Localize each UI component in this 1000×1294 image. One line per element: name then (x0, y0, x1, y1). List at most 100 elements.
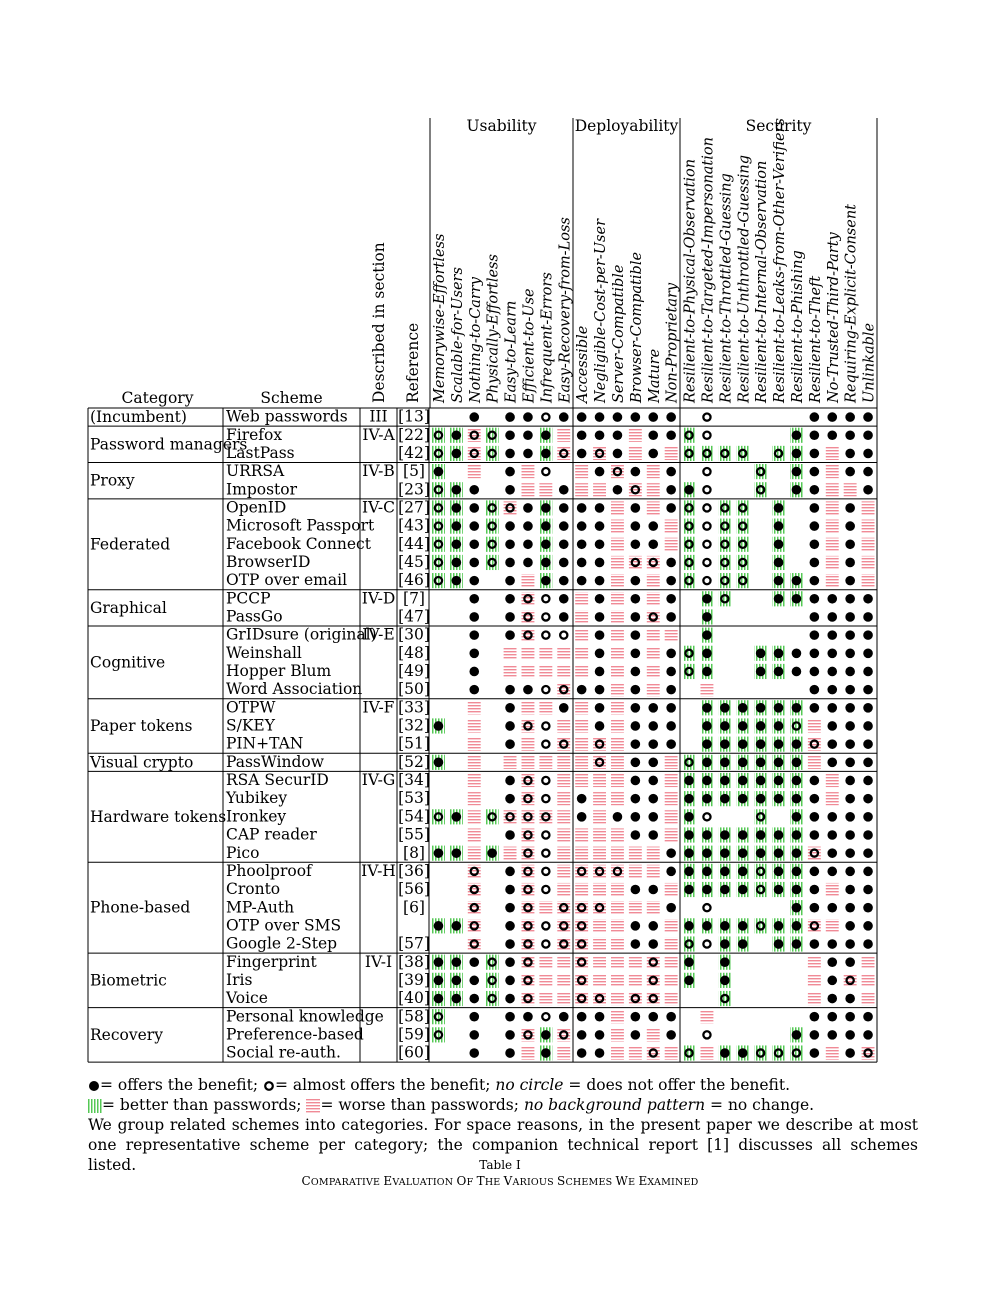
legend-note: We group related schemes into categories… (88, 1116, 918, 1174)
citation-ref: [30] (398, 626, 430, 644)
filled-circle-mark (666, 1030, 676, 1040)
filled-circle-mark (755, 703, 766, 713)
filled-circle-mark (451, 975, 462, 986)
scheme-name: Phoolproof (226, 862, 313, 880)
header-category: Category (122, 389, 194, 407)
ring-mark (541, 812, 551, 822)
filled-circle-mark (523, 448, 533, 459)
worse-pattern (503, 664, 517, 679)
worse-pattern (861, 991, 875, 1006)
filled-circle-mark (684, 957, 694, 967)
filled-circle-mark (809, 866, 820, 877)
ring-mark (559, 1030, 569, 1040)
worse-pattern (611, 519, 624, 533)
filled-circle-mark (648, 448, 659, 459)
filled-circle-mark (863, 593, 873, 604)
worse-pattern (861, 574, 875, 588)
better-pattern (432, 518, 445, 534)
filled-circle-mark (630, 521, 641, 531)
worse-pattern (628, 955, 642, 969)
filled-circle-mark (737, 848, 748, 858)
ring-mark (702, 466, 712, 477)
ring-mark (433, 557, 444, 568)
filled-circle-mark (702, 721, 712, 731)
ring-mark (648, 557, 659, 568)
worse-pattern (539, 483, 553, 497)
filled-circle-mark (773, 703, 784, 713)
filled-circle-mark (451, 539, 462, 550)
ring-mark (594, 448, 605, 459)
filled-circle-mark (505, 466, 515, 477)
worse-pattern (593, 919, 606, 933)
filled-circle-mark (648, 812, 659, 822)
better-pattern (718, 554, 732, 571)
filled-circle-mark (845, 793, 855, 804)
worse-pattern (611, 592, 624, 606)
citation-ref: [55] (398, 826, 430, 844)
citation-ref: [42] (398, 444, 430, 462)
filled-circle-mark (612, 448, 623, 459)
filled-circle-mark (773, 884, 784, 895)
worse-pattern (861, 501, 875, 515)
filled-circle-mark (702, 739, 712, 749)
scheme-name: PIN+TAN (226, 735, 303, 753)
worse-pattern (503, 755, 517, 769)
filled-circle-mark (791, 430, 802, 441)
legend-better: = better than passwords; (102, 1096, 302, 1114)
benefit-header-resilient-to-targeted-impersonation: Resilient-to-Targeted-Impersonation (700, 137, 716, 404)
filled-circle-mark (809, 630, 820, 640)
ring-mark (720, 448, 730, 459)
ring-mark (469, 430, 479, 441)
filled-circle-mark (576, 684, 587, 695)
filled-circle-mark (863, 921, 873, 931)
filled-circle-mark (505, 1048, 515, 1058)
worse-pattern (664, 973, 678, 987)
benefit-header-resilient-to-internal-observation: Resilient-to-Internal-Observation (754, 161, 770, 404)
worse-pattern (539, 991, 553, 1006)
worse-pattern (521, 465, 535, 479)
ring-mark (523, 884, 533, 895)
ring-mark (487, 503, 497, 513)
filled-circle-mark (684, 775, 694, 786)
citation-ref: [40] (398, 989, 430, 1007)
legend-line-patterns: = better than passwords; = worse than pa… (88, 1095, 918, 1115)
worse-pattern (503, 646, 517, 660)
filled-circle-mark (827, 593, 838, 604)
filled-circle-mark (451, 848, 462, 858)
worse-pattern (861, 973, 875, 987)
benefit-header-browser-compatible: Browser-Compatible (629, 252, 645, 404)
category-name: Graphical (90, 599, 167, 617)
worse-pattern (593, 955, 606, 969)
benefit-header-easy-to-learn: Easy-to-Learn (504, 301, 520, 404)
filled-circle-mark (558, 612, 569, 622)
filled-circle-mark (505, 866, 515, 877)
filled-circle-mark (755, 648, 766, 659)
better-pattern (432, 427, 445, 443)
worse-pattern (521, 737, 535, 751)
worse-pattern (575, 628, 589, 642)
worse-pattern (611, 846, 624, 860)
filled-circle-mark (630, 884, 641, 895)
benefit-header-resilient-to-theft: Resilient-to-Theft (808, 276, 824, 404)
citation-ref: [59] (398, 1025, 430, 1043)
scheme-name: Preference-based (226, 1025, 364, 1043)
category-name: Biometric (90, 971, 167, 989)
filled-circle-mark (666, 557, 676, 568)
filled-circle-mark (773, 866, 784, 877)
ring-mark (487, 557, 497, 568)
better-pattern (682, 754, 696, 770)
scheme-name: OTPW (226, 698, 275, 716)
ring-mark (576, 993, 587, 1004)
worse-pattern (646, 574, 660, 588)
worse-pattern (646, 846, 660, 860)
worse-pattern (557, 428, 571, 442)
ring-mark (559, 939, 569, 949)
citation-ref: [43] (398, 517, 430, 535)
worse-pattern (539, 701, 553, 715)
worse-pattern (467, 773, 481, 788)
filled-circle-mark (845, 993, 855, 1004)
filled-circle-mark (684, 812, 694, 822)
benefit-header-requiring-explicit-consent: Requiring-Explicit-Consent (844, 204, 860, 404)
ring-mark (541, 594, 551, 604)
filled-circle-mark (505, 975, 515, 986)
